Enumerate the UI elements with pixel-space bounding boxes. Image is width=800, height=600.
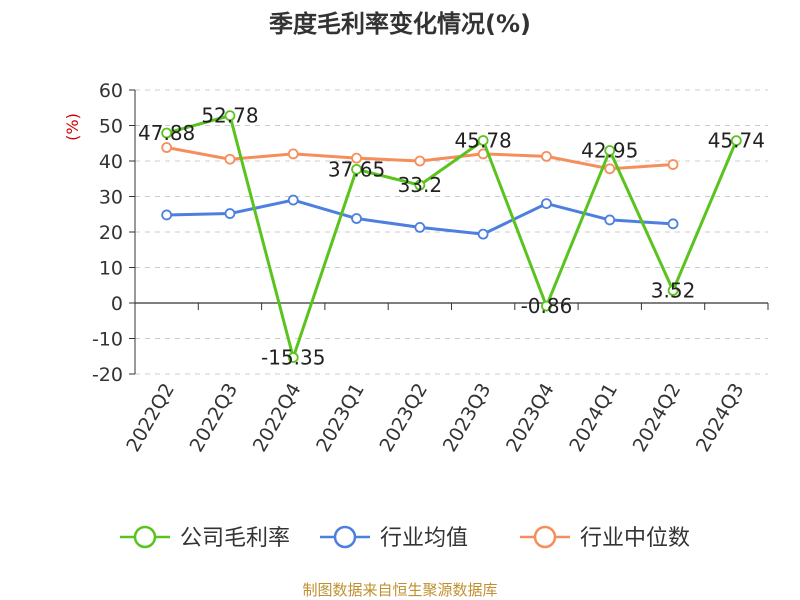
data-label: 47.88 — [138, 121, 195, 145]
data-point — [351, 213, 362, 224]
data-label: 42.95 — [581, 139, 638, 163]
data-point — [414, 179, 426, 191]
legend-marker-icon — [133, 525, 157, 549]
data-label: 3.52 — [651, 279, 696, 303]
data-label: -15.35 — [261, 345, 325, 369]
x-tick-label: 2024Q1 — [565, 380, 622, 456]
legend-label: 行业中位数 — [580, 526, 690, 551]
data-point — [541, 198, 552, 210]
data-point — [414, 221, 426, 233]
legend[interactable]: 公司毛利率 行业均值 行业中位数 — [120, 525, 690, 551]
data-point — [351, 163, 362, 175]
x-tick-label: 2024Q2 — [629, 380, 686, 456]
y-tick-label: -20 — [92, 364, 123, 386]
legend-label: 公司毛利率 — [180, 526, 290, 551]
data-point — [414, 155, 426, 167]
data-label: 52.78 — [201, 104, 258, 128]
data-point — [667, 285, 679, 296]
data-point — [161, 127, 173, 139]
series-lines — [161, 110, 742, 363]
data-point — [604, 163, 616, 175]
legend-label: 行业均值 — [380, 526, 468, 551]
y-tick-label: 20 — [99, 222, 123, 244]
y-tick-label: 60 — [99, 80, 123, 102]
legend-marker-icon — [533, 525, 557, 549]
legend-marker-icon — [333, 525, 357, 549]
y-tick-label: 30 — [99, 187, 123, 209]
x-tick-label: 2022Q2 — [122, 380, 179, 456]
x-tick-label: 2023Q2 — [375, 380, 432, 456]
data-point — [730, 135, 742, 147]
x-tick-label: 2022Q4 — [249, 380, 306, 456]
x-tick-label: 2023Q1 — [312, 380, 369, 456]
legend-item[interactable]: 行业均值 — [320, 525, 468, 551]
data-point — [477, 228, 489, 240]
data-point — [161, 142, 173, 153]
data-point — [224, 110, 236, 122]
data-point — [287, 352, 299, 363]
data-label: -0.86 — [521, 294, 573, 318]
y-tick-label: 0 — [111, 293, 123, 315]
y-tick-label: 50 — [99, 116, 123, 138]
chart-title: 季度毛利率变化情况(%) — [269, 10, 531, 38]
data-point — [287, 194, 299, 206]
data-label: 37.65 — [328, 157, 385, 181]
y-tick-label: 40 — [99, 151, 123, 173]
legend-item[interactable]: 行业中位数 — [520, 525, 690, 551]
data-point — [224, 208, 236, 219]
data-point — [541, 300, 552, 312]
x-tick-label: 2023Q4 — [502, 380, 559, 456]
data-point — [477, 135, 489, 146]
data-point — [287, 148, 299, 160]
y-tick-label: -10 — [92, 329, 123, 351]
y-axis-unit-label: (%) — [63, 113, 82, 141]
series-line — [166, 114, 738, 359]
data-point — [604, 214, 616, 226]
data-point — [224, 153, 236, 165]
data-point — [541, 150, 552, 162]
data-point — [351, 152, 362, 164]
x-tick-label: 2023Q3 — [439, 380, 496, 456]
data-point — [667, 159, 679, 170]
data-label: 45.74 — [708, 129, 765, 153]
data-point — [667, 218, 679, 230]
x-tick-label: 2022Q3 — [186, 380, 243, 456]
y-tick-label: 10 — [99, 258, 123, 280]
data-label: 45.78 — [455, 128, 512, 152]
legend-item[interactable]: 公司毛利率 — [120, 525, 290, 551]
data-point — [161, 209, 173, 221]
x-tick-label: 2024Q3 — [692, 380, 749, 456]
source-caption: 制图数据来自恒生聚源数据库 — [302, 581, 497, 599]
data-label: 33.2 — [398, 173, 443, 197]
data-point — [604, 145, 616, 156]
